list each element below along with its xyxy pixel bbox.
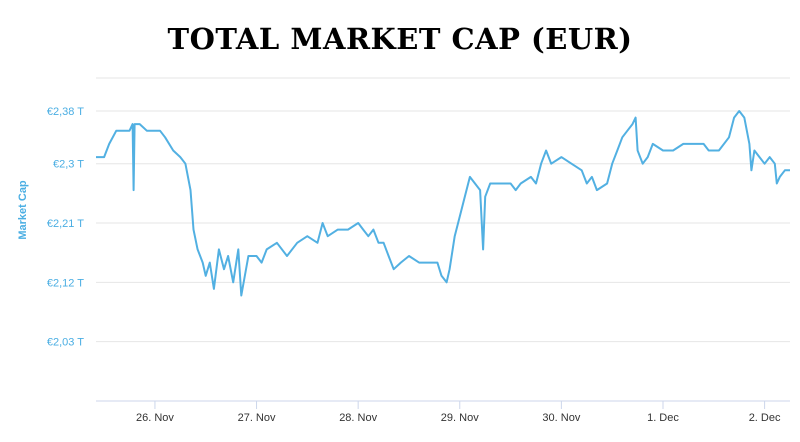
x-tick-label: 27. Nov [238,412,276,424]
y-axis-ticks: €2,38 T €2,3 T €2,21 T €2,12 T €2,03 T [47,106,84,349]
market-cap-line [96,110,790,297]
x-tick-label: 28. Nov [339,412,377,424]
y-tick-label: €2,12 T [47,277,84,289]
x-tick-label: 26. Nov [136,412,174,424]
y-axis-label: Market Cap [17,180,29,240]
y-tick-label: €2,38 T [47,106,84,118]
x-axis-ticks: 26. Nov 27. Nov 28. Nov 29. Nov 30. Nov 1. De… [136,401,781,424]
x-tick-label: 2. Dec [749,412,781,424]
y-tick-label: €2,21 T [47,218,84,230]
chart-title: TOTAL MARKET CAP (EUR) [167,22,633,56]
y-tick-label: €2,03 T [47,337,84,349]
x-tick-label: 30. Nov [542,412,580,424]
y-tick-label: €2,3 T [53,159,84,171]
x-tick-label: 29. Nov [441,412,479,424]
grid-lines [96,77,790,402]
x-tick-label: 1. Dec [647,412,679,424]
